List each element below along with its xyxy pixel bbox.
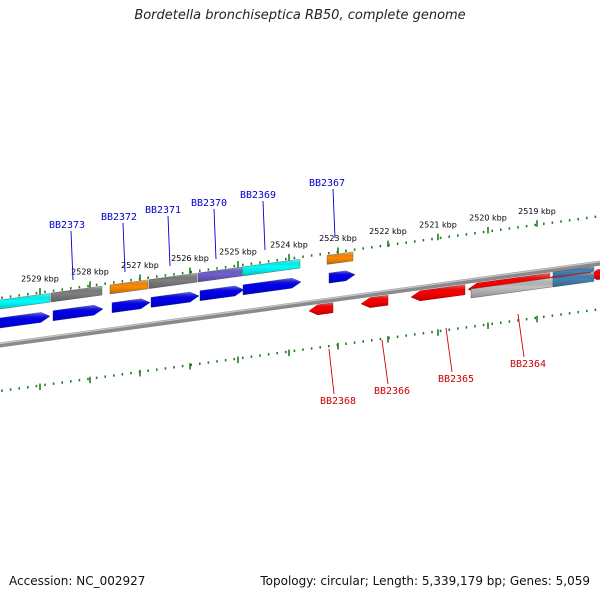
leader-BB2370	[213, 208, 217, 260]
tick-label: 2527 kbp	[121, 261, 159, 270]
gene-arrow-unlabeled-1-shading	[53, 305, 103, 321]
gene-arrow-BB2372-shading	[112, 298, 150, 313]
leader-BB2373	[70, 230, 74, 281]
backbone	[0, 260, 600, 348]
map-title: Bordetella bronchiseptica RB50, complete…	[134, 8, 466, 23]
cog-band-unlabeled-b-shading	[553, 266, 594, 277]
leader-BB2365	[445, 327, 453, 373]
accession-text: Accession: NC_002927	[9, 574, 146, 588]
cog-band-BB2367-shading	[327, 251, 353, 265]
cog-band-BB2364-shading	[471, 277, 553, 298]
gene-arrow-BB2369-shading	[243, 278, 301, 295]
leader-BB2368	[328, 348, 335, 395]
cog-band-unlabeled-a-shading	[553, 272, 594, 287]
leader-BB2369	[262, 200, 266, 251]
gene-arrow-BB2371-shading	[151, 292, 199, 308]
gene-label-BB2373: BB2373	[49, 220, 85, 231]
leader-BB2367	[332, 188, 336, 239]
tick-label: 2526 kbp	[171, 254, 209, 263]
leader-BB2372	[122, 222, 126, 273]
cog-band-BB2373-shading	[0, 293, 50, 310]
tick-label: 2529 kbp	[21, 275, 59, 284]
leader-BB2366	[381, 339, 389, 385]
tick-label: 2521 kbp	[419, 220, 457, 229]
gene-arrow-BB2370-shading	[200, 285, 244, 301]
cog-band-BB2370-shading	[198, 266, 242, 282]
tick-label: 2523 kbp	[319, 234, 357, 243]
backbone-highlight	[0, 261, 600, 345]
tick-label: 2524 kbp	[270, 241, 308, 250]
tick-label: 2525 kbp	[219, 248, 257, 257]
gene-labels: BB2373 BB2372 BB2371 BB2370 BB2369 BB2367 BB23…	[49, 178, 546, 407]
tick-label: 2522 kbp	[369, 227, 407, 236]
gene-arrow-BB2373-shading	[0, 312, 50, 329]
leader-BB2371	[167, 215, 171, 267]
tick-label: 2528 kbp	[71, 268, 109, 277]
gene-label-BB2370: BB2370	[191, 198, 227, 209]
gene-label-BB2365: BB2365	[438, 374, 474, 385]
gene-label-BB2368: BB2368	[320, 396, 356, 407]
backbone-line	[0, 260, 600, 348]
gene-label-BB2367: BB2367	[309, 178, 345, 189]
cog-band-unlabeled-1-shading	[51, 286, 102, 303]
genome-summary-text: Topology: circular; Length: 5,339,179 bp…	[260, 574, 590, 588]
tick-label: 2520 kbp	[469, 213, 507, 222]
gene-features	[0, 251, 600, 329]
cog-band-BB2369-shading	[242, 259, 300, 276]
gene-arrow-BB2365-shading	[411, 284, 465, 301]
tick-label: 2519 kbp	[518, 207, 556, 216]
scale-tick-labels: 2529 kbp 2528 kbp 2527 kbp 2526 kbp 2525 kbp…	[21, 207, 556, 284]
gene-label-BB2364: BB2364	[510, 359, 546, 370]
gene-arrow-BB2367-shading	[329, 270, 355, 284]
gene-arrow-BB2368-shading	[309, 302, 333, 315]
gene-label-BB2366: BB2366	[374, 386, 410, 397]
leader-BB2364	[517, 313, 525, 358]
gene-label-leaders	[70, 188, 525, 395]
scale-ticks	[1, 215, 597, 392]
gene-label-BB2369: BB2369	[240, 190, 276, 201]
gene-label-BB2371: BB2371	[145, 205, 181, 216]
gene-label-BB2372: BB2372	[101, 212, 137, 223]
cog-band-BB2372-shading	[110, 279, 148, 294]
cog-band-BB2371-shading	[149, 273, 197, 289]
gene-arrow-BB2366-shading	[361, 295, 388, 308]
